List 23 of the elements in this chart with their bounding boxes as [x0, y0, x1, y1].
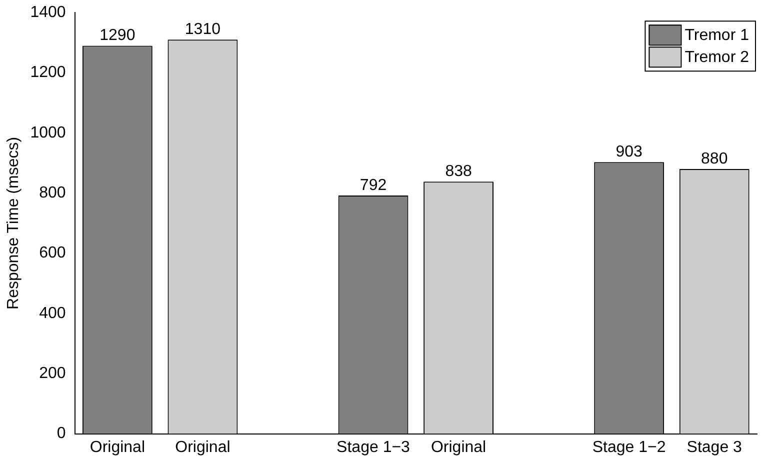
- legend-label: Tremor 1: [684, 27, 750, 44]
- x-tick-label: Stage 1−2: [592, 438, 666, 456]
- data-label: 903: [616, 144, 643, 161]
- data-label: 1290: [100, 27, 136, 44]
- x-tick-label: Original: [175, 438, 230, 456]
- y-tick-label: 400: [39, 304, 66, 322]
- y-tick-label: 200: [39, 365, 66, 382]
- data-label: 838: [445, 163, 472, 180]
- y-tick-label: 600: [39, 244, 66, 262]
- data-label: 1310: [184, 21, 221, 38]
- y-tick-label: 1400: [30, 4, 66, 22]
- data-label: 880: [701, 150, 728, 168]
- data-label: 792: [360, 176, 387, 194]
- x-tick-label: Stage 1−3: [336, 438, 410, 456]
- y-tick-label: 1000: [30, 124, 66, 142]
- legend-label: Tremor 2: [684, 49, 750, 66]
- x-tick-label: Stage 3: [686, 438, 742, 456]
- y-tick-label: 0: [56, 425, 66, 442]
- y-tick-label: 800: [39, 184, 66, 202]
- x-tick-label: Original: [90, 438, 145, 456]
- y-tick-label: 1200: [30, 64, 66, 82]
- y-axis-title: Response Time (msecs): [5, 136, 22, 310]
- x-tick-label: Original: [430, 438, 486, 456]
